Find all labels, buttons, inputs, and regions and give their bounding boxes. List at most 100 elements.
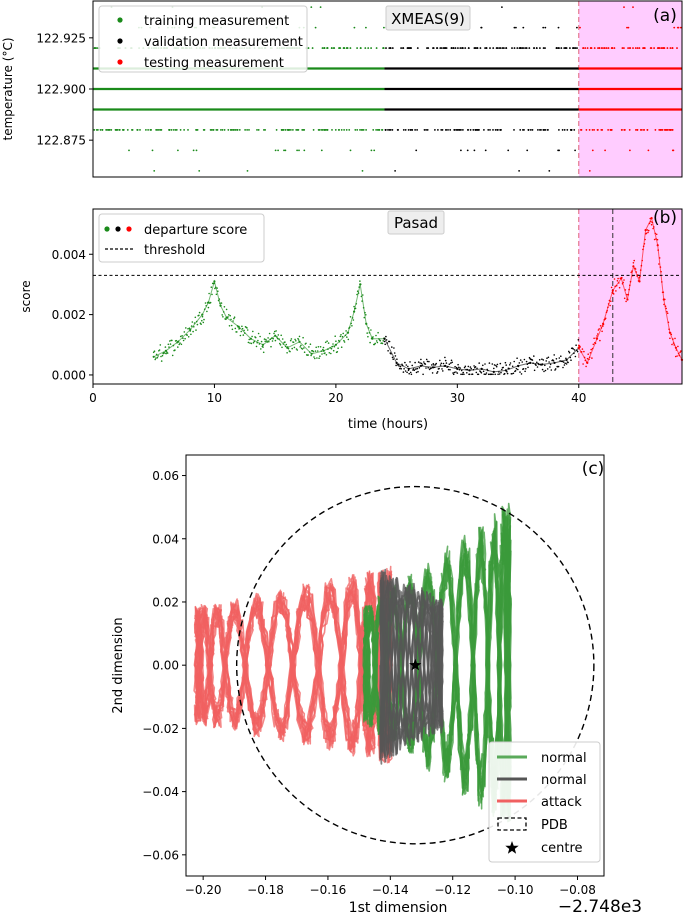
score-sample <box>259 335 261 338</box>
score-sample <box>443 365 446 367</box>
score-sample <box>472 368 475 371</box>
score-sample <box>633 259 635 262</box>
measurement-point <box>297 129 300 131</box>
title-box <box>385 5 471 31</box>
score-sample <box>491 363 494 365</box>
measurement-point <box>629 47 632 49</box>
score-sample <box>327 348 329 351</box>
score-sample <box>401 363 403 366</box>
score-sample <box>295 340 297 342</box>
score-sample <box>648 222 651 225</box>
score-sample <box>153 350 156 353</box>
measurement-point <box>349 149 352 152</box>
score-sample <box>388 340 391 343</box>
score-sample <box>427 367 430 369</box>
score-sample <box>573 352 575 355</box>
score-sample <box>448 363 451 366</box>
score-sample <box>562 361 565 363</box>
score-sample <box>365 314 367 316</box>
score-sample <box>604 317 607 320</box>
measurement-point <box>641 129 643 131</box>
score-sample <box>154 358 156 361</box>
score-sample <box>677 345 679 348</box>
measurement-point <box>391 47 394 49</box>
score-sample <box>248 338 250 341</box>
score-sample <box>583 356 586 359</box>
score-sample <box>399 367 401 370</box>
score-sample <box>255 345 258 348</box>
legend: training measurement validation measurem… <box>98 5 308 73</box>
score-sample <box>192 330 194 333</box>
score-sample <box>422 373 424 376</box>
measurement-point <box>434 129 436 131</box>
measurement-point <box>150 129 153 131</box>
measurement-point <box>526 149 529 152</box>
score-point <box>152 355 155 358</box>
measurement-point <box>597 47 599 49</box>
measurement-point <box>518 169 520 172</box>
measurement-point <box>576 26 578 29</box>
measurement-point <box>326 47 329 49</box>
score-sample <box>653 226 655 228</box>
score-sample <box>411 364 414 367</box>
score-sample <box>639 275 641 278</box>
score-sample <box>272 337 275 340</box>
score-sample <box>589 352 592 354</box>
score-sample <box>667 321 670 324</box>
score-sample <box>340 346 343 349</box>
score-sample <box>213 282 215 285</box>
x-tick-label: −0.14 <box>372 883 409 897</box>
score-sample <box>428 360 430 363</box>
measurement-point <box>303 129 306 131</box>
score-sample <box>353 305 355 308</box>
score-sample <box>284 341 286 343</box>
score-sample <box>230 318 232 321</box>
measurement-point <box>528 47 531 49</box>
score-sample <box>350 322 353 325</box>
score-sample <box>228 314 230 316</box>
legend-label: threshold <box>144 243 205 258</box>
measurement-point <box>489 129 491 131</box>
score-sample <box>523 358 526 361</box>
score-sample <box>671 343 673 346</box>
score-sample <box>434 364 437 366</box>
score-sample <box>488 362 491 364</box>
measurement-point <box>546 129 549 131</box>
score-sample <box>321 353 323 355</box>
score-sample <box>169 343 172 345</box>
score-sample <box>527 362 530 365</box>
measurement-point <box>145 129 147 131</box>
measurement-point <box>676 26 679 29</box>
score-sample <box>649 217 651 220</box>
measurement-point <box>489 47 491 49</box>
measurement-point <box>277 149 279 152</box>
score-sample <box>404 370 407 372</box>
score-sample <box>190 325 193 327</box>
score-sample <box>672 342 675 344</box>
score-sample <box>501 368 503 371</box>
score-sample <box>668 328 670 331</box>
score-sample <box>308 346 310 348</box>
measurement-point <box>410 129 412 131</box>
score-sample <box>402 371 405 373</box>
measurement-point <box>591 129 594 131</box>
score-sample <box>365 323 368 325</box>
score-sample <box>252 341 255 344</box>
panel-b: 0.000 0.002 0.004 0 10 20 30 40 score time (ho… <box>19 208 684 432</box>
score-sample <box>356 290 359 293</box>
score-sample <box>164 346 167 348</box>
measurement-point <box>284 149 287 152</box>
score-sample <box>452 373 455 376</box>
measurement-point <box>248 129 250 131</box>
score-sample <box>227 316 229 318</box>
score-sample <box>328 352 331 354</box>
score-sample <box>665 307 667 310</box>
score-sample <box>447 368 450 371</box>
measurement-point <box>441 129 444 131</box>
score-sample <box>560 355 562 358</box>
score-sample <box>220 302 223 304</box>
measurement-point <box>539 129 541 131</box>
measurement-point <box>522 26 525 29</box>
score-point <box>213 280 216 283</box>
measurement-point <box>93 129 96 131</box>
